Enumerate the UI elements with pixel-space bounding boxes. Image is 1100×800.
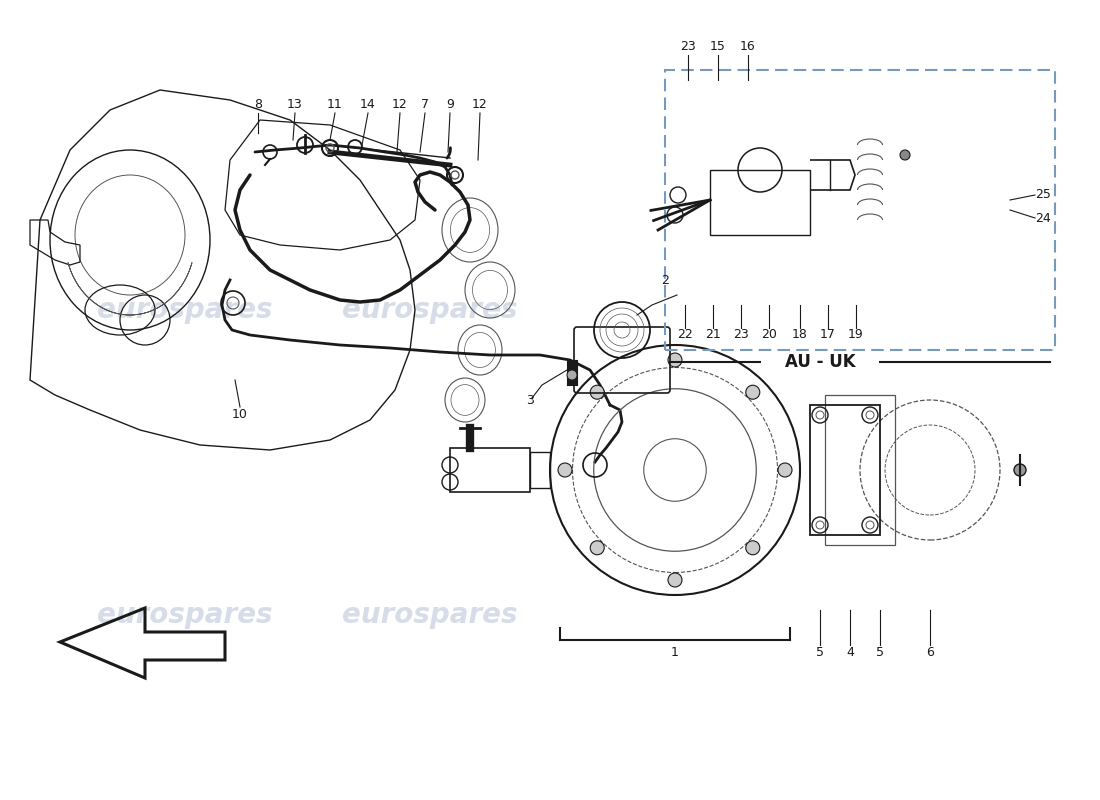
Text: 17: 17 [821, 329, 836, 342]
Circle shape [591, 541, 604, 554]
Text: 13: 13 [287, 98, 303, 111]
Text: 18: 18 [792, 329, 807, 342]
Circle shape [746, 541, 760, 554]
Circle shape [558, 463, 572, 477]
Text: 2: 2 [661, 274, 669, 286]
Circle shape [591, 386, 604, 399]
Text: 5: 5 [876, 646, 884, 658]
Bar [530, 452, 550, 488]
Text: 3: 3 [526, 394, 534, 406]
Text: 6: 6 [926, 646, 934, 658]
Circle shape [778, 463, 792, 477]
Text: 10: 10 [232, 409, 248, 422]
Text: 20: 20 [761, 329, 777, 342]
Text: eurospares: eurospares [97, 601, 273, 629]
Text: AU - UK: AU - UK [784, 353, 856, 371]
Circle shape [668, 353, 682, 367]
Bar [825, 395, 895, 545]
Text: 25: 25 [1035, 189, 1050, 202]
Text: 16: 16 [740, 41, 756, 54]
Text: 11: 11 [327, 98, 343, 111]
Text: 1: 1 [671, 646, 679, 658]
Text: 22: 22 [678, 329, 693, 342]
Circle shape [1014, 464, 1026, 476]
Bar [450, 448, 530, 492]
Bar [710, 170, 810, 235]
Text: 8: 8 [254, 98, 262, 111]
Text: 7: 7 [421, 98, 429, 111]
Text: 19: 19 [848, 329, 864, 342]
FancyArrowPatch shape [447, 148, 450, 158]
Text: 4: 4 [846, 646, 854, 658]
Circle shape [746, 386, 760, 399]
Text: 23: 23 [733, 329, 749, 342]
Text: 14: 14 [360, 98, 376, 111]
Text: 23: 23 [680, 41, 696, 54]
Text: eurospares: eurospares [97, 296, 273, 324]
Text: 9: 9 [447, 98, 454, 111]
Text: 5: 5 [816, 646, 824, 658]
Text: 12: 12 [392, 98, 408, 111]
Text: eurospares: eurospares [342, 296, 518, 324]
Text: 12: 12 [472, 98, 488, 111]
Circle shape [668, 573, 682, 587]
Circle shape [900, 150, 910, 160]
Text: 21: 21 [705, 329, 720, 342]
Text: eurospares: eurospares [342, 601, 518, 629]
Bar [810, 405, 880, 535]
Circle shape [566, 370, 578, 380]
Text: 15: 15 [711, 41, 726, 54]
Text: 24: 24 [1035, 211, 1050, 225]
